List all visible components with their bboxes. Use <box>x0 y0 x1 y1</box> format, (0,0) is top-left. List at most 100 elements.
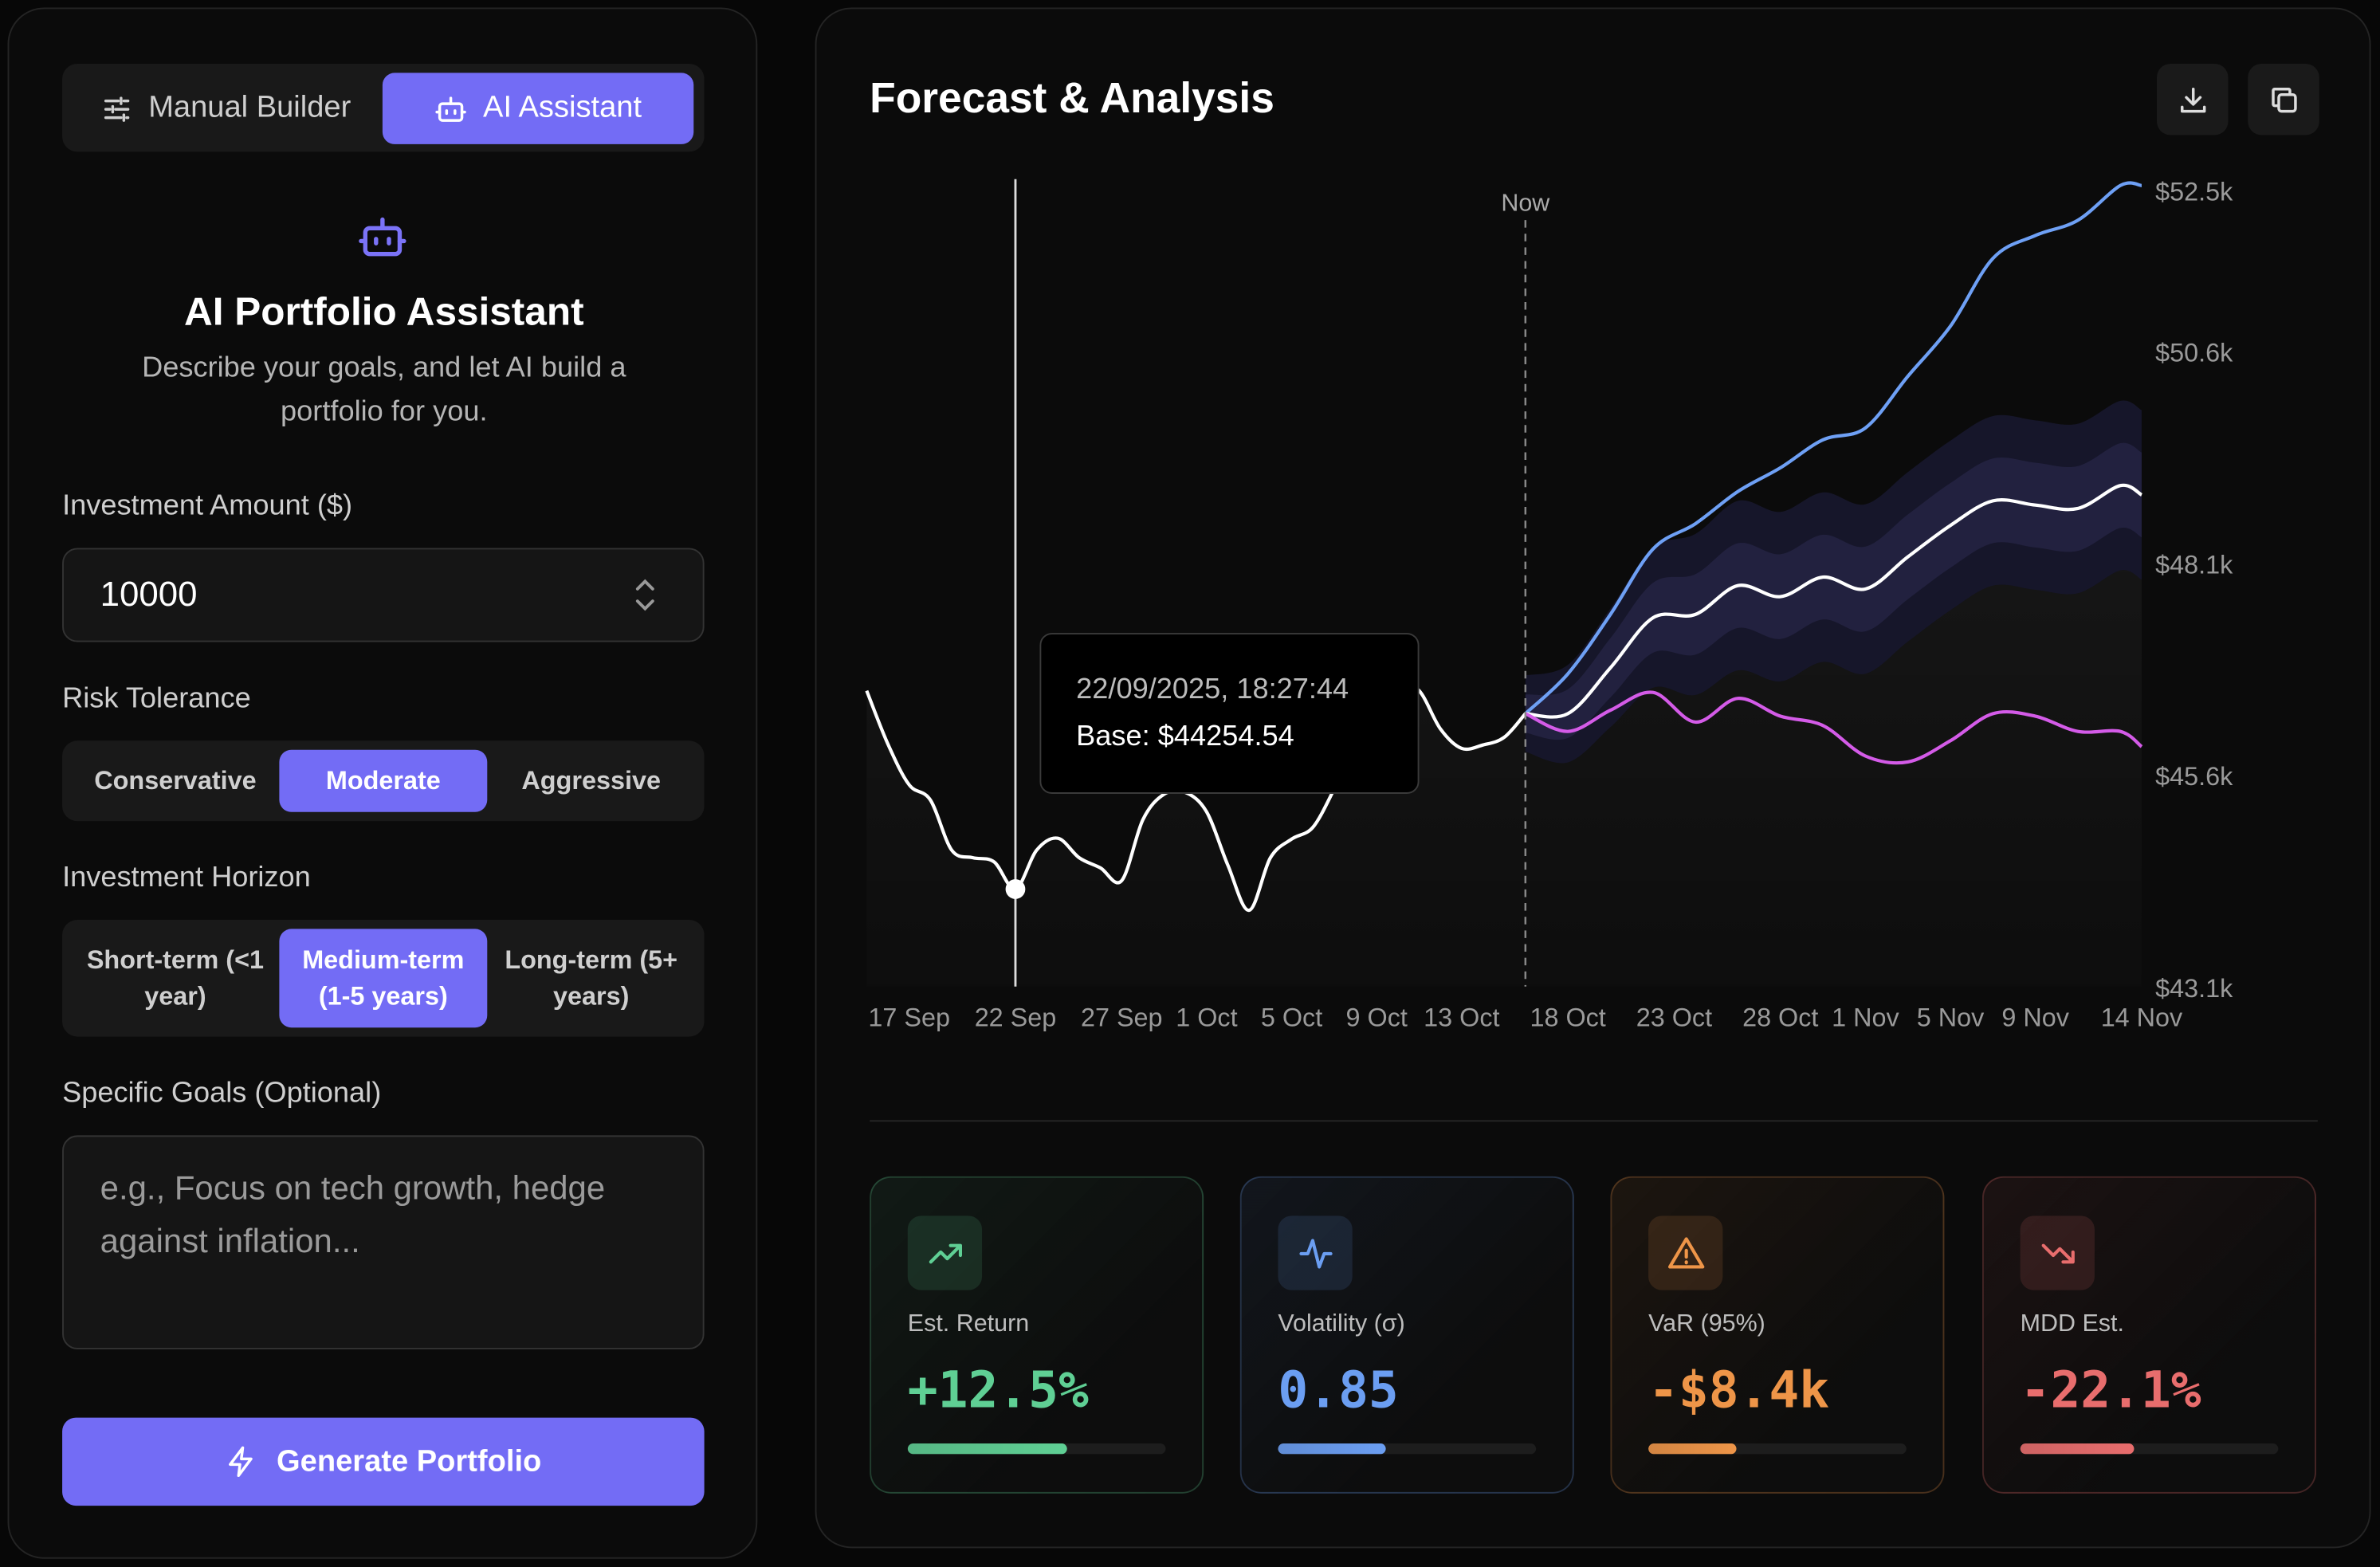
divider <box>870 1120 2318 1122</box>
metric-progress-fill <box>907 1443 1068 1455</box>
generate-portfolio-button[interactable]: Generate Portfolio <box>62 1417 705 1506</box>
metric-progress-fill <box>2020 1443 2135 1455</box>
x-tick-label: 13 Oct <box>1424 1003 1499 1031</box>
subtitle-line: portfolio for you. <box>281 396 488 429</box>
risk-tolerance-selector: Conservative Moderate Aggressive <box>62 740 705 822</box>
tab-ai-assistant[interactable]: AI Assistant <box>382 73 694 144</box>
specific-goals-textarea[interactable]: e.g., Focus on tech growth, hedge agains… <box>62 1135 705 1349</box>
horizon-option-short[interactable]: Short-term (<1 year) <box>72 929 280 1027</box>
metric-label: Est. Return <box>907 1311 1030 1337</box>
metric-label: MDD Est. <box>2020 1311 2124 1337</box>
x-tick-label: 1 Nov <box>1832 1003 1899 1031</box>
metric-label: Volatility (σ) <box>1278 1311 1405 1337</box>
investment-amount-value: 10000 <box>100 573 198 614</box>
forecast-chart[interactable]: Now 17 Sep 22 Sep 27 Sep 1 Oct 5 Oct 9 Oct 13 O… <box>0 0 2380 1093</box>
x-tick-label: 1 Oct <box>1176 1003 1237 1031</box>
horizon-option-medium[interactable]: Medium-term (1-5 years) <box>279 929 488 1028</box>
y-tick-label: $52.5k <box>2155 177 2233 206</box>
pessimistic-forecast-line <box>1524 690 2143 765</box>
y-tick-label: $45.6k <box>2155 762 2233 791</box>
horizon-option-long[interactable]: Long-term (5+ years) <box>487 929 695 1027</box>
metric-card: Est. Return +12.5% <box>870 1176 1204 1494</box>
investment-horizon-label: Investment Horizon <box>62 862 311 894</box>
trending-down-icon <box>2040 1243 2074 1263</box>
activity-icon <box>1298 1238 1332 1268</box>
inner-confidence-band <box>1525 442 2142 740</box>
x-tick-label: 22 Sep <box>975 1003 1057 1031</box>
metric-icon-box <box>907 1216 983 1290</box>
option-line: (1-5 years) <box>318 981 448 1011</box>
metric-progress-fill <box>1648 1443 1737 1455</box>
hover-point <box>1005 879 1026 899</box>
tab-manual-builder[interactable]: Manual Builder <box>72 73 380 144</box>
risk-option-conservative[interactable]: Conservative <box>94 765 257 795</box>
metric-value: +12.5% <box>907 1360 1089 1420</box>
portfolio-builder-panel: Manual Builder AI Assistant AI Portfolio… <box>7 7 759 1559</box>
sliders-icon <box>104 96 129 121</box>
option-line: Short-term (<1 <box>86 945 265 974</box>
metric-card: Volatility (σ) 0.85 <box>1239 1176 1574 1494</box>
metric-icon-box <box>1648 1216 1723 1290</box>
tab-label: AI Assistant <box>483 91 642 125</box>
option-line: years) <box>552 981 630 1011</box>
y-tick-label: $48.1k <box>2155 550 2233 579</box>
stepper-icon[interactable] <box>631 575 658 615</box>
metric-value: -$8.4k <box>1648 1360 1830 1420</box>
now-label: Now <box>1501 190 1550 217</box>
optimistic-forecast-line <box>1524 181 2142 715</box>
x-tick-label: 14 Nov <box>2101 1003 2183 1031</box>
subtitle-line: Describe your goals, and let AI build a <box>142 351 626 384</box>
metric-progress-fill <box>1278 1443 1387 1455</box>
x-tick-label: 9 Nov <box>2001 1003 2069 1031</box>
y-tick-label: $43.1k <box>2155 974 2233 1003</box>
assistant-title: AI Portfolio Assistant <box>183 288 584 334</box>
metric-label: VaR (95%) <box>1648 1311 1765 1337</box>
tooltip-value: Base: $44254.54 <box>1076 721 1294 753</box>
x-tick-label: 28 Oct <box>1742 1003 1818 1031</box>
metric-card: MDD Est. -22.1% <box>1982 1176 2316 1494</box>
generate-label: Generate Portfolio <box>277 1443 542 1478</box>
trending-up-icon <box>928 1243 962 1263</box>
risk-tolerance-label: Risk Tolerance <box>62 682 251 715</box>
copy-button[interactable] <box>2248 63 2319 135</box>
lightning-icon <box>229 1446 253 1478</box>
risk-option-aggressive[interactable]: Aggressive <box>521 765 661 795</box>
x-tick-label: 17 Sep <box>868 1003 950 1031</box>
x-tick-label: 5 Oct <box>1261 1003 1322 1031</box>
risk-option-moderate[interactable]: Moderate <box>279 749 488 812</box>
y-tick-label: $50.6k <box>2155 338 2233 367</box>
base-forecast-line <box>1525 483 2143 719</box>
assistant-subtitle: Describe your goals, and let AI build a … <box>9 346 759 434</box>
robot-icon <box>359 217 406 257</box>
x-tick-label: 5 Nov <box>1917 1003 1985 1031</box>
investment-amount-input[interactable]: 10000 <box>62 548 705 642</box>
chart-tooltip: 22/09/2025, 18:27:44 Base: $44254.54 <box>1039 633 1420 794</box>
x-tick-label: 27 Sep <box>1081 1003 1163 1031</box>
mode-tabs: Manual Builder AI Assistant <box>62 63 705 152</box>
goals-placeholder: e.g., Focus on tech growth, hedge agains… <box>100 1168 606 1260</box>
metric-progress-bar <box>2020 1443 2279 1455</box>
metric-value: -22.1% <box>2020 1360 2201 1420</box>
x-tick-label: 18 Oct <box>1530 1003 1605 1031</box>
metric-icon-box <box>2020 1216 2095 1290</box>
robot-icon <box>435 96 467 121</box>
metric-card: VaR (95%) -$8.4k <box>1610 1176 1945 1494</box>
option-line: Long-term (5+ <box>505 945 678 974</box>
investment-horizon-selector: Short-term (<1 year) Medium-term (1-5 ye… <box>62 920 705 1037</box>
x-tick-label: 9 Oct <box>1346 1003 1408 1031</box>
warning-icon <box>1667 1236 1704 1268</box>
x-tick-label: 23 Oct <box>1636 1003 1712 1031</box>
metric-icon-box <box>1278 1216 1353 1290</box>
option-line: Medium-term <box>302 945 465 974</box>
tab-label: Manual Builder <box>148 91 352 125</box>
forecast-title: Forecast & Analysis <box>870 74 1274 122</box>
metric-progress-bar <box>1648 1443 1907 1455</box>
tooltip-date: 22/09/2025, 18:27:44 <box>1076 674 1349 706</box>
copy-icon <box>2271 87 2296 112</box>
metric-progress-bar <box>1278 1443 1537 1455</box>
specific-goals-label: Specific Goals (Optional) <box>62 1078 382 1110</box>
metric-progress-bar <box>907 1443 1166 1455</box>
metric-value: 0.85 <box>1278 1360 1399 1420</box>
download-button[interactable] <box>2157 63 2229 135</box>
investment-amount-label: Investment Amount ($) <box>62 490 353 523</box>
